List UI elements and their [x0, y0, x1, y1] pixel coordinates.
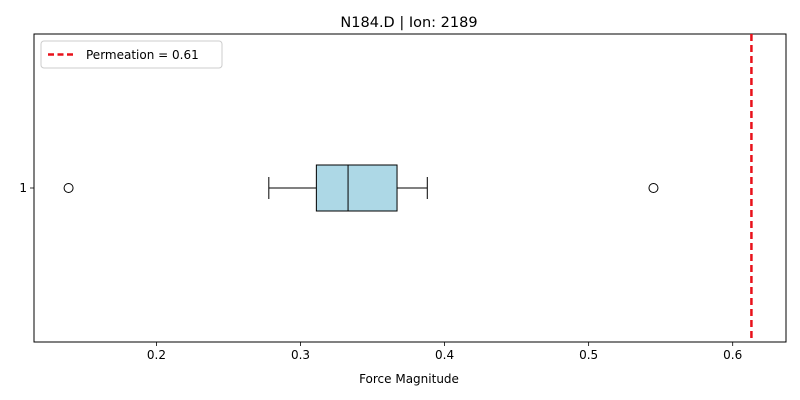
outlier-point-0: [63, 183, 74, 193]
x-axis-label: Force Magnitude: [359, 372, 459, 386]
chart-title: N184.D | Ion: 2189: [340, 15, 477, 31]
outlier-point-1: [648, 183, 659, 193]
x-axis: 0.2 0.3 0.4 0.5 0.6: [147, 342, 742, 362]
y-axis: 1: [19, 181, 34, 195]
plot-area: 0.2 0.3 0.4 0.5 0.6 1: [19, 33, 787, 362]
legend: Permeation = 0.61: [40, 40, 223, 69]
y-tick-label-0: 1: [19, 181, 27, 195]
iqr-box: [315, 164, 398, 212]
x-tick-label-3: 0.5: [579, 348, 598, 362]
x-tick-label-0: 0.2: [147, 348, 166, 362]
x-tick-label-2: 0.4: [435, 348, 454, 362]
box-series: [63, 164, 659, 212]
x-tick-label-1: 0.3: [291, 348, 310, 362]
legend-frame: [40, 40, 223, 69]
x-tick-label-4: 0.6: [723, 348, 742, 362]
legend-entry-label: Permeation = 0.61: [86, 48, 199, 62]
